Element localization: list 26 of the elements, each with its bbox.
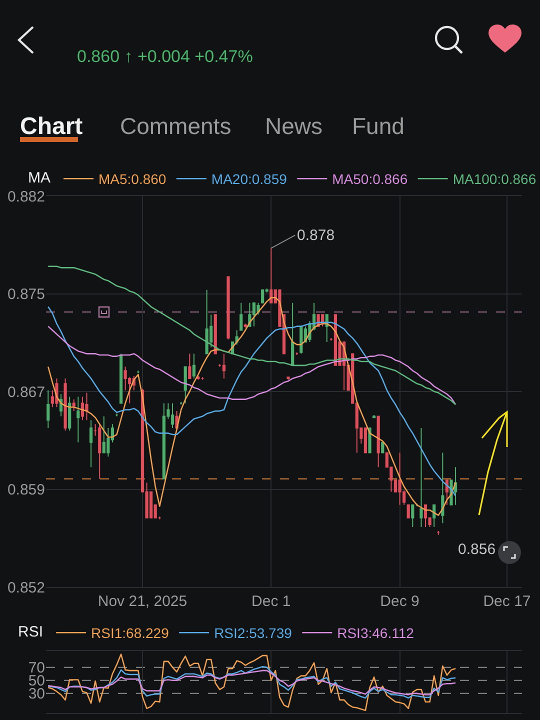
legend-label: MA5:0.860 [98,171,166,188]
y-tick-label: 0.867 [7,384,45,401]
legend-title: RSI [18,624,44,640]
text: 0.860 ↑ +0.004 +0.47% [77,47,253,66]
annotation: 0.878 [297,227,335,244]
annotation: 0.856 [458,541,496,558]
x-tick-label: Dec 17 [483,593,531,610]
y-tick-label: 0.875 [7,286,45,303]
y-tick-label: 0.882 [7,188,45,206]
legend-label: RSI1:68.229 [91,625,170,642]
legend-label: MA50:0.866 [332,171,408,188]
legend-label: MA20:0.859 [211,171,288,188]
legend-label: RSI2:53.739 [214,625,292,642]
y-tick-label: 0.859 [7,482,45,498]
legend-title: MA [28,170,50,186]
x-tick-label: Dec 1 [252,593,291,610]
x-tick-label: Dec 9 [380,593,420,610]
text: News [265,113,323,139]
text: Chart [20,113,83,140]
x-tick-label: Nov 21, 2025 [98,593,188,610]
y-tick-label: 30 [28,686,45,703]
legend-label: MA100:0.866 [452,171,536,188]
legend-label: RSI3:46.112 [337,625,414,642]
y-tick-label: 0.852 [7,579,45,596]
text: Fund [352,113,404,139]
text: Comments [120,113,232,139]
